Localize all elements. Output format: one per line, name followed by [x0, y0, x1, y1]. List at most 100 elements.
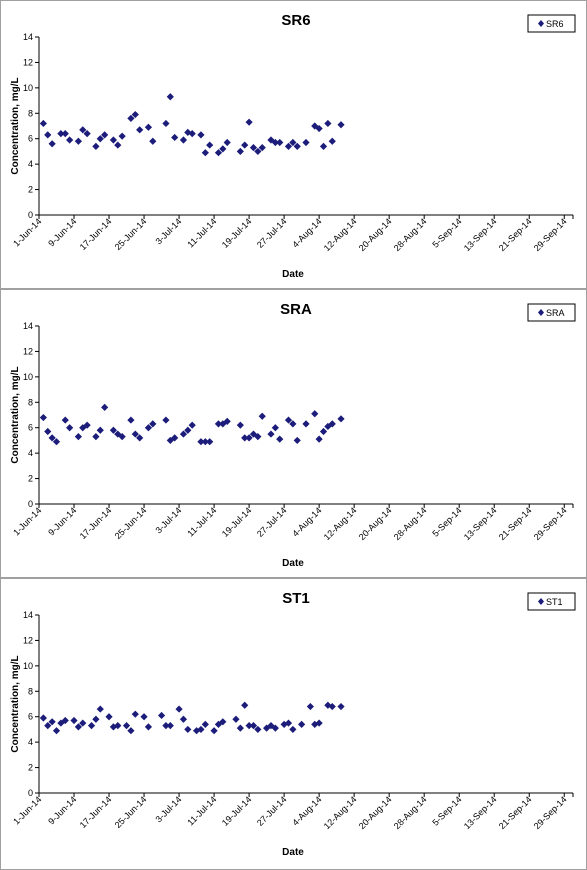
y-tick-label: 8 — [28, 686, 33, 696]
y-tick-label: 10 — [23, 661, 33, 671]
data-point — [118, 132, 126, 140]
data-point — [92, 142, 100, 150]
x-tick-label: 29-Sep-14 — [532, 794, 569, 831]
data-point — [271, 424, 279, 432]
x-tick-label: 11-Jul-14 — [185, 794, 218, 827]
data-point — [39, 413, 47, 422]
x-tick-label: 1-Jun-14 — [11, 794, 43, 826]
x-tick-label: 27-Jul-14 — [255, 505, 289, 539]
data-point — [136, 126, 144, 134]
x-tick-label: 28-Aug-14 — [392, 505, 429, 542]
data-point — [324, 119, 332, 128]
x-tick-label: 11-Jul-14 — [185, 216, 218, 249]
x-tick-label: 20-Aug-14 — [357, 216, 394, 253]
data-point — [311, 410, 319, 418]
data-point — [236, 724, 244, 732]
x-tick-label: 19-Jul-14 — [220, 216, 254, 250]
y-tick-label: 14 — [23, 610, 33, 620]
chart-svg-sr6: SR6 SR6 0 2 4 6 8 10 12 14 1-Jun-14 9-Jun-14 17-Jun-… — [10, 12, 576, 280]
x-tick-label: 3-Jul-14 — [153, 794, 183, 824]
x-tick-label: 29-Sep-14 — [532, 505, 569, 542]
x-tick-label: 17-Jun-14 — [78, 216, 114, 252]
data-point — [284, 142, 293, 150]
x-tick-label: 25-Jun-14 — [113, 794, 149, 830]
data-point — [162, 416, 170, 424]
data-point — [241, 701, 249, 709]
data-point — [236, 147, 244, 156]
y-tick-label: 6 — [28, 712, 33, 722]
x-axis-label: Date — [282, 558, 304, 569]
y-tick-label: 0 — [28, 210, 33, 220]
data-point — [114, 141, 122, 149]
data-point — [144, 424, 153, 432]
data-point — [157, 711, 166, 720]
data-point — [127, 727, 135, 735]
data-point — [171, 133, 179, 142]
legend-entry: ST1 — [546, 597, 563, 607]
data-point — [298, 720, 306, 728]
data-point — [66, 424, 74, 432]
data-point — [289, 725, 297, 734]
data-point — [188, 421, 196, 429]
data-point — [328, 702, 336, 711]
y-tick-label: 8 — [28, 397, 33, 407]
x-tick-label: 5-Sep-14 — [430, 794, 463, 827]
data-point — [302, 138, 310, 147]
data-point — [166, 93, 174, 101]
x-tick-label: 11-Jul-14 — [185, 505, 218, 538]
x-tick-label: 21-Sep-14 — [497, 794, 534, 831]
data-point — [48, 140, 56, 148]
x-tick-label: 20-Aug-14 — [357, 505, 394, 542]
data-point — [79, 424, 87, 432]
y-tick-label: 14 — [23, 32, 33, 42]
x-tick-label: 12-Aug-14 — [322, 505, 359, 542]
data-point — [61, 716, 69, 725]
y-tick-label: 12 — [23, 346, 33, 356]
x-tick-label: 9-Jun-14 — [46, 794, 78, 826]
x-axis-label: Date — [282, 847, 304, 858]
data-point — [122, 722, 131, 730]
x-tick-label: 17-Jun-14 — [78, 794, 114, 830]
x-tick-label: 27-Jul-14 — [255, 794, 289, 828]
y-tick-label: 2 — [28, 763, 33, 773]
x-tick-label: 13-Sep-14 — [462, 794, 499, 831]
data-point — [249, 144, 258, 152]
x-tick-label: 21-Sep-14 — [497, 216, 534, 253]
data-point — [210, 727, 218, 735]
data-point — [179, 136, 188, 144]
x-tick-label: 9-Jun-14 — [46, 216, 78, 248]
x-tick-label: 4-Aug-14 — [290, 505, 323, 538]
legend-box — [527, 592, 576, 611]
data-point — [184, 426, 192, 434]
y-tick-label: 2 — [28, 474, 33, 484]
data-point — [236, 421, 244, 429]
data-point — [44, 131, 52, 139]
legend-marker-icon — [538, 309, 544, 316]
chart-panel-sr6: SR6 SR6 0 2 4 6 8 10 12 14 1-Jun-14 9-Jun-14 17-Jun-… — [0, 0, 587, 289]
data-point — [197, 438, 205, 446]
x-tick-label: 28-Aug-14 — [392, 216, 429, 253]
data-point — [188, 130, 196, 138]
x-tick-label: 3-Jul-14 — [153, 505, 183, 535]
data-point — [131, 110, 139, 119]
data-point — [70, 716, 78, 725]
x-tick-label: 20-Aug-14 — [357, 794, 394, 831]
x-tick-label: 4-Aug-14 — [290, 794, 323, 827]
data-point — [267, 430, 275, 438]
chart-svg-st1: ST1 ST1 0 2 4 6 8 10 12 14 1-Jun-14 9-Jun-14 17-Jun-… — [10, 590, 576, 858]
data-point — [258, 412, 266, 420]
data-point — [258, 144, 266, 152]
data-point — [109, 426, 118, 434]
x-tick-label: 1-Jun-14 — [11, 505, 43, 537]
chart-svg-sra: SRA SRA 0 2 4 6 8 10 12 14 1-Jun-14 9-Jun-14 17-Jun-… — [10, 301, 576, 569]
x-tick-label: 21-Sep-14 — [497, 505, 534, 542]
y-tick-label: 4 — [28, 448, 33, 458]
data-point — [57, 130, 65, 138]
x-tick-label: 9-Jun-14 — [46, 505, 78, 537]
y-tick-label: 14 — [23, 321, 33, 331]
x-tick-label: 1-Jun-14 — [11, 216, 43, 248]
data-point — [315, 124, 323, 133]
x-tick-label: 29-Sep-14 — [532, 216, 569, 253]
series-points — [39, 93, 345, 157]
data-point — [96, 705, 104, 713]
